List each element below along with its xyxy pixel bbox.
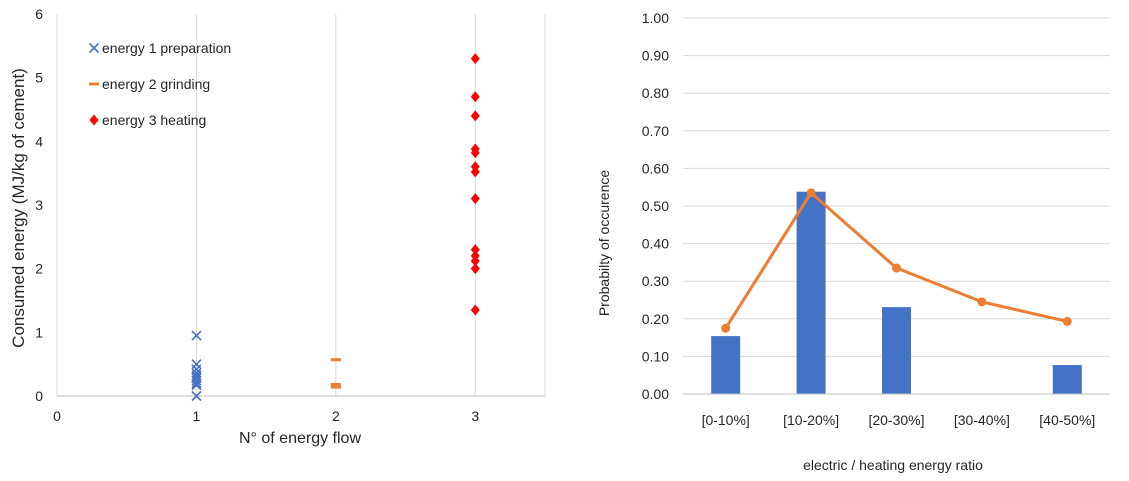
scatter-y-tick-labels: 0 1 2 3 4 5 6 bbox=[35, 6, 43, 404]
point-diamond-marker bbox=[470, 166, 480, 178]
scatter-plot-area bbox=[57, 14, 545, 396]
bar-y-tick-label: 0.00 bbox=[642, 386, 669, 402]
point-x-marker bbox=[191, 390, 202, 402]
scatter-chart: 0 1 2 3 4 5 6 0 1 2 3 N° of energy flow Consumed … bbox=[9, 6, 546, 447]
bar-y-tick-labels: 0.00 0.10 0.20 0.30 0.40 0.50 0.60 0.70 0.80 0.90… bbox=[642, 10, 669, 402]
bar-x-tick-label: [40-50%] bbox=[1039, 412, 1095, 428]
bar-y-axis-label: Probabilty of occurence bbox=[596, 170, 612, 317]
scatter-points bbox=[191, 53, 480, 402]
bar-y-tick-label: 0.70 bbox=[642, 123, 669, 139]
bar-x-tick-label: [10-20%] bbox=[783, 412, 839, 428]
bar bbox=[796, 191, 826, 394]
point-diamond-marker bbox=[470, 53, 480, 65]
point-diamond-marker bbox=[470, 263, 480, 275]
point-x-marker bbox=[191, 378, 202, 389]
point-dash-marker bbox=[89, 82, 99, 86]
bar-x-axis-label: electric / heating energy ratio bbox=[803, 457, 983, 473]
line-point bbox=[977, 297, 987, 307]
point-dash-marker bbox=[330, 385, 341, 389]
scatter-y-tick-label: 4 bbox=[35, 133, 43, 149]
bar-y-tick-label: 1.00 bbox=[642, 10, 669, 26]
scatter-y-tick-label: 5 bbox=[35, 70, 43, 86]
scatter-y-tick-label: 1 bbox=[35, 324, 43, 340]
point-x-marker bbox=[191, 380, 202, 391]
scatter-y-axis-label: Consumed energy (MJ/kg of cement) bbox=[9, 68, 28, 348]
bar-y-tick-label: 0.40 bbox=[642, 236, 669, 252]
line-point bbox=[806, 188, 816, 198]
bar bbox=[882, 307, 911, 394]
scatter-x-tick-label: 2 bbox=[332, 408, 340, 424]
point-x-marker bbox=[88, 42, 100, 54]
scatter-legend-entry: energy 1 preparation bbox=[102, 40, 231, 56]
line-point bbox=[721, 323, 731, 333]
bar-y-tick-label: 0.90 bbox=[642, 48, 669, 64]
scatter-y-tick-label: 3 bbox=[35, 197, 43, 213]
point-diamond-marker bbox=[470, 91, 480, 103]
scatter-gridlines bbox=[56, 14, 546, 396]
scatter-x-tick-label: 0 bbox=[53, 408, 61, 424]
point-x-marker bbox=[191, 375, 202, 386]
bar-x-tick-label: [20-30%] bbox=[868, 412, 924, 428]
scatter-y-tick-label: 2 bbox=[35, 261, 43, 277]
bar-y-tick-label: 0.60 bbox=[642, 160, 669, 176]
scatter-x-axis-label: N° of energy flow bbox=[239, 430, 361, 447]
point-diamond-marker bbox=[470, 255, 480, 267]
bar-y-tick-label: 0.30 bbox=[642, 273, 669, 289]
line-point bbox=[1062, 316, 1072, 326]
probability-line-markers bbox=[721, 188, 1072, 333]
point-diamond-marker bbox=[89, 114, 99, 126]
scatter-x-tick-label: 1 bbox=[193, 408, 201, 424]
bar bbox=[1052, 365, 1082, 394]
bar bbox=[711, 336, 741, 394]
bar-x-tick-labels: [0-10%] [10-20%] [20-30%] [30-40%] [40-50%] bbox=[702, 412, 1096, 428]
point-diamond-marker bbox=[470, 244, 480, 256]
scatter-y-tick-label: 6 bbox=[35, 6, 43, 22]
bar-y-tick-label: 0.20 bbox=[642, 311, 669, 327]
point-diamond-marker bbox=[470, 193, 480, 205]
bar-y-tick-label: 0.50 bbox=[642, 198, 669, 214]
scatter-legend: energy 1 preparation energy 2 grinding ene… bbox=[88, 40, 231, 128]
scatter-legend-entry: energy 3 heating bbox=[102, 112, 206, 128]
scatter-y-tick-label: 0 bbox=[35, 388, 43, 404]
bar-x-tick-label: [30-40%] bbox=[954, 412, 1010, 428]
scatter-x-tick-label: 3 bbox=[471, 408, 479, 424]
bar-y-tick-label: 0.80 bbox=[642, 85, 669, 101]
point-x-marker bbox=[191, 330, 202, 341]
point-diamond-marker bbox=[470, 304, 480, 316]
bar-line-chart: 0.00 0.10 0.20 0.30 0.40 0.50 0.60 0.70 0.80 0.90… bbox=[596, 10, 1110, 473]
point-diamond-marker bbox=[470, 110, 480, 122]
bar-x-tick-label: [0-10%] bbox=[702, 412, 750, 428]
scatter-legend-entry: energy 2 grinding bbox=[102, 76, 210, 92]
bar-y-tick-label: 0.10 bbox=[642, 348, 669, 364]
line-point bbox=[892, 263, 901, 273]
point-diamond-marker bbox=[470, 147, 480, 159]
scatter-x-tick-labels: 0 1 2 3 bbox=[53, 408, 479, 424]
bars bbox=[711, 191, 1082, 394]
point-dash-marker bbox=[330, 358, 341, 362]
